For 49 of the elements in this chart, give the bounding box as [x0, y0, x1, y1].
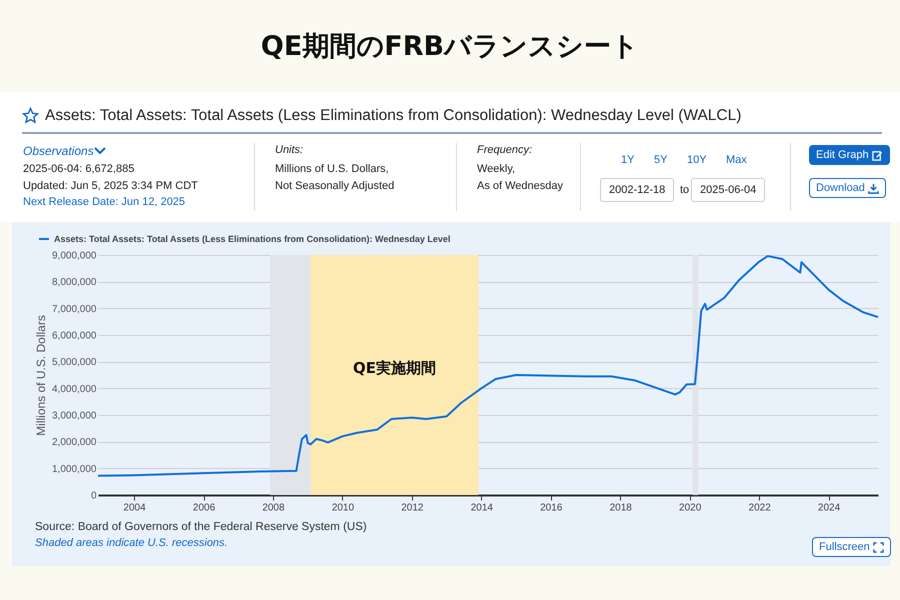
y-tick-label: 7,000,000	[52, 304, 97, 315]
band-label: QE実施期間	[353, 358, 436, 377]
text: Observations	[23, 144, 94, 158]
y-tick-label: 5,000,000	[52, 357, 97, 368]
x-tick-label: 2014	[470, 502, 494, 514]
y-tick-label: 0	[90, 490, 97, 502]
text: 10Y	[687, 154, 707, 166]
x-tick-label: 2008	[262, 502, 285, 514]
text: 2025-06-04	[700, 184, 756, 196]
x-tick-label: 2004	[123, 502, 146, 514]
text: Millions of U.S. Dollars,	[275, 163, 389, 175]
y-tick-label: 3,000,000	[52, 410, 97, 422]
x-tick-label: 2018	[610, 502, 632, 514]
text: Next Release Date: Jun 12, 2025	[23, 196, 186, 208]
text: Max	[726, 154, 747, 166]
chart-subtitle: Assets: Total Assets: Total Assets (Less Eliminations from Consolidation): Wednesday Level (WALCL)	[45, 107, 742, 125]
text: 1Y	[621, 154, 634, 166]
x-tick-label: 2022	[748, 502, 772, 514]
y-tick-label: 9,000,000	[52, 250, 97, 262]
text: Frequency:	[477, 144, 532, 156]
y-tick-label: 4,000,000	[52, 384, 97, 395]
text: Shaded areas indicate U.S. recessions.	[35, 537, 228, 549]
y-tick-label: 1,000,000	[52, 464, 97, 475]
text: Not Seasonally Adjusted	[275, 180, 394, 192]
text: Updated: Jun 5, 2025 3:34 PM CDT	[23, 180, 198, 192]
text: 5Y	[654, 154, 668, 166]
text: 2025-06-04: 6,672,885	[23, 163, 134, 175]
source-note: Source: Board of Governors of the Federal Reserve System (US)	[35, 521, 367, 533]
text: Weekly,	[477, 163, 516, 175]
text: 2002-12-18	[609, 184, 666, 196]
text: Fullscreen	[819, 541, 870, 553]
legend-label: Assets: Total Assets: Total Assets (Less Eliminations from Consolidation): Wednesday Level	[54, 234, 450, 244]
x-tick-label: 2010	[332, 502, 354, 514]
y-tick-label: 8,000,000	[52, 277, 97, 288]
line-series	[97, 255, 879, 477]
text: Edit Graph	[816, 149, 869, 161]
y-tick-label: 2,000,000	[52, 437, 97, 448]
y-axis-title: Millions of U.S. Dollars	[34, 315, 48, 436]
x-tick-label: 2006	[192, 502, 216, 514]
y-tick-label: 6,000,000	[52, 330, 97, 342]
text: Units:	[275, 144, 304, 156]
text: As of Wednesday	[477, 180, 564, 192]
chart-title: QE期間のFRBバランスシート	[260, 30, 640, 64]
text: Download	[816, 182, 865, 194]
x-tick-label: 2024	[818, 502, 841, 514]
x-tick-label: 2020	[679, 502, 702, 514]
text: to	[680, 184, 690, 196]
x-tick-label: 2012	[401, 502, 424, 514]
x-tick-label: 2016	[540, 502, 563, 514]
